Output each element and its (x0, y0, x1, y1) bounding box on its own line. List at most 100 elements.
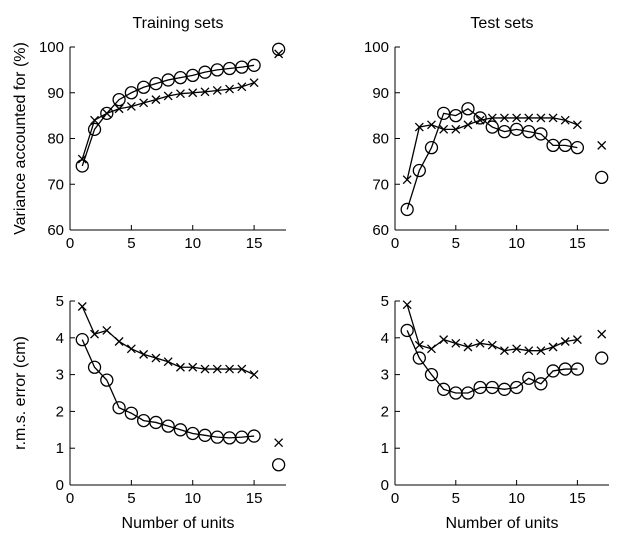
data-point-circle (87, 360, 102, 374)
x-tick-label: 10 (184, 235, 201, 252)
data-point-circle (271, 458, 286, 472)
series-x (402, 113, 582, 185)
data-point-circle (473, 111, 487, 125)
series-x (77, 78, 259, 164)
x-tick-label: 0 (66, 490, 74, 507)
y-tick-label: 80 (372, 131, 389, 148)
data-point-circle (534, 127, 548, 141)
data-point-cross (188, 88, 198, 98)
data-point-cross (463, 120, 473, 130)
data-point-cross (402, 300, 412, 310)
data-point-cross (597, 140, 607, 150)
y-tick-label: 1 (381, 440, 389, 457)
series-circle (400, 323, 585, 400)
data-point-cross (237, 82, 247, 92)
x-axis-label: Number of units (122, 515, 235, 532)
data-point-cross (439, 124, 449, 134)
data-point-cross (249, 78, 259, 88)
data-point-cross (427, 120, 436, 130)
data-point-circle (87, 122, 102, 137)
y-tick-label: 90 (372, 85, 389, 102)
y-tick-label: 100 (39, 39, 64, 56)
data-point-cross (212, 86, 222, 95)
series-line (81, 306, 255, 376)
data-point-cross (499, 346, 509, 356)
data-point-cross (463, 342, 473, 352)
y-tick-label: 2 (381, 403, 389, 420)
y-tick-label: 100 (364, 39, 389, 56)
x-tick-label: 15 (246, 235, 263, 252)
data-point-cross (548, 342, 558, 352)
data-point-cross (200, 87, 210, 97)
panel-1: 0 5 10 15 60 70 80 90 100 Training sets Variance a… (12, 15, 286, 252)
y-tick-label: 0 (381, 477, 389, 494)
series-line (406, 330, 578, 394)
data-point-cross (512, 344, 522, 354)
panel-title: Test sets (470, 15, 533, 32)
data-point-cross (225, 84, 235, 94)
data-point-cross (560, 337, 570, 346)
data-point-cross (475, 338, 485, 348)
data-point-circle (595, 351, 609, 365)
data-point-circle (570, 362, 585, 376)
series-line (81, 82, 255, 160)
data-point-circle (522, 371, 536, 385)
data-point-cross (451, 338, 461, 348)
panel-4: 0 5 10 15 0 1 2 3 4 5 Number of units (381, 293, 609, 532)
data-point-cross (200, 364, 210, 374)
data-point-circle (149, 415, 163, 430)
data-point-cross (414, 340, 424, 350)
data-point-cross (487, 113, 497, 123)
data-point-cross (451, 124, 461, 134)
data-point-cross (114, 337, 124, 346)
data-point-circle (485, 120, 499, 134)
data-point-circle (100, 373, 114, 387)
series-circle (400, 102, 585, 217)
data-point-cross (102, 325, 112, 335)
data-point-cross (597, 329, 607, 339)
data-point-cross (77, 302, 87, 311)
y-tick-label: 0 (56, 477, 64, 494)
data-point-circle (247, 429, 261, 443)
data-point-circle (112, 92, 126, 107)
data-point-cross (102, 108, 112, 118)
x-tick-label: 10 (508, 490, 525, 507)
data-point-cross (151, 353, 161, 363)
x-tick-label: 10 (184, 490, 201, 507)
x-tick-label: 10 (508, 235, 525, 252)
data-point-circle (149, 76, 163, 91)
y-axis-label: Variance accounted for (%) (12, 42, 29, 235)
series-line (406, 304, 578, 352)
x-tick-label: 0 (391, 235, 399, 252)
data-point-cross (499, 113, 509, 123)
data-point-cross (524, 346, 534, 356)
data-point-cross (536, 346, 546, 356)
data-point-cross (274, 438, 284, 448)
data-point-cross (402, 175, 412, 185)
data-point-circle (509, 380, 524, 395)
x-tick-label: 5 (452, 490, 460, 507)
x-tick-label: 0 (391, 490, 399, 507)
y-tick-label: 60 (47, 222, 64, 239)
data-point-circle (400, 202, 414, 217)
data-point-cross (114, 104, 124, 114)
series-line (81, 339, 255, 439)
data-point-circle (436, 382, 451, 396)
y-tick-label: 70 (47, 176, 64, 193)
data-point-circle (186, 68, 200, 83)
data-point-cross (414, 122, 424, 132)
data-point-cross (572, 120, 582, 130)
data-point-cross (487, 340, 497, 350)
data-point-cross (175, 89, 185, 99)
x-tick-label: 15 (569, 490, 586, 507)
data-point-circle (124, 406, 139, 420)
data-point-cross (560, 115, 570, 125)
y-tick-label: 5 (381, 293, 389, 310)
data-point-circle (161, 73, 175, 87)
data-point-cross (548, 113, 558, 123)
data-point-circle (247, 58, 261, 72)
data-point-circle (198, 65, 212, 79)
x-tick-label: 0 (66, 235, 74, 252)
y-tick-label: 60 (372, 222, 389, 239)
